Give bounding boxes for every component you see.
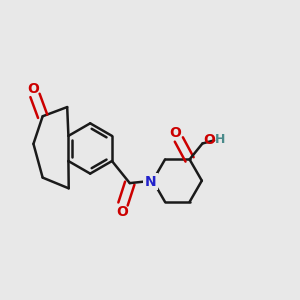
- Text: O: O: [116, 205, 128, 219]
- Text: H: H: [215, 133, 225, 146]
- Text: O: O: [28, 82, 39, 96]
- Text: O: O: [203, 134, 215, 147]
- Text: O: O: [169, 126, 181, 140]
- Text: N: N: [145, 175, 156, 189]
